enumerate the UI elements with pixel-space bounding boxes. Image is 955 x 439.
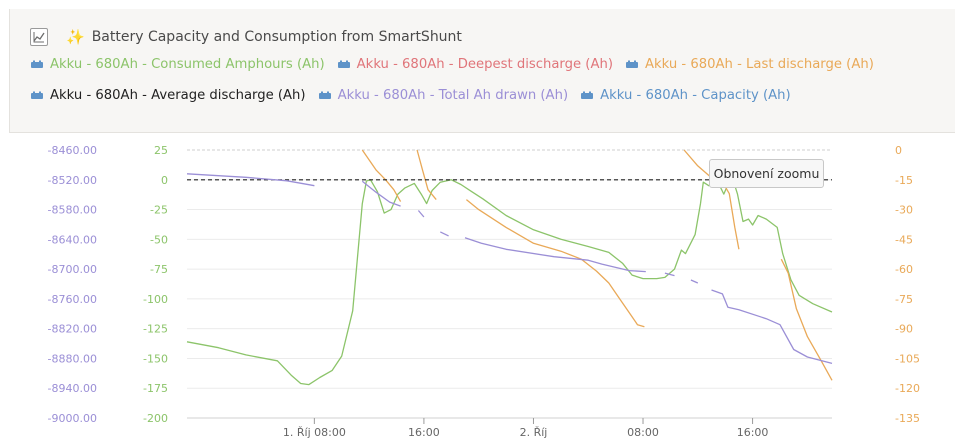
right-tick-label: -105: [895, 352, 920, 365]
x-tick-label: 16:00: [737, 426, 769, 439]
series-line-1: [361, 149, 402, 202]
chart-panel-header: ✨ Battery Capacity and Consumption from …: [9, 9, 955, 133]
right-tick-label: 0: [895, 144, 902, 157]
legend-label: Akku - 680Ah - Last discharge (Ah): [644, 56, 874, 72]
left-inner-tick-label: -125: [143, 323, 168, 336]
left-inner-tick-label: -175: [143, 382, 168, 395]
series-line-3: [464, 237, 646, 273]
left-outer-tick-label: -8580.00: [48, 204, 97, 217]
battery-icon: [625, 60, 638, 68]
left-outer-axis: -8460.00 -8520.00 -8580.00 -8640.00 -8700.00…: [48, 144, 97, 425]
legend-row-1: Akku - 680Ah - Consumed Amphours (Ah) Ak…: [30, 55, 886, 73]
chart-title-row: ✨ Battery Capacity and Consumption from …: [30, 26, 462, 48]
x-tick-label: 16:00: [408, 426, 440, 439]
series-line-1: [465, 199, 645, 328]
legend-label: Akku - 680Ah - Deepest discharge (Ah): [356, 56, 613, 72]
x-tick-label: 08:00: [627, 426, 659, 439]
left-outer-tick-label: -8880.00: [48, 352, 97, 365]
left-inner-tick-label: -25: [150, 204, 168, 217]
left-inner-tick-label: 0: [161, 174, 168, 187]
reset-zoom-button[interactable]: Obnovení zoomu: [709, 159, 824, 188]
series-line-3: [361, 180, 401, 207]
legend-item-total[interactable]: Akku - 680Ah - Total Ah drawn (Ah): [318, 87, 569, 103]
gridlines: [187, 149, 832, 419]
series-line-3: [417, 210, 425, 218]
series-line-3: [690, 279, 699, 284]
sparkles-icon: ✨: [66, 28, 85, 46]
right-tick-label: -45: [895, 233, 913, 246]
left-outer-tick-label: -8820.00: [48, 323, 97, 336]
left-outer-tick-label: -8640.00: [48, 233, 97, 246]
right-tick-label: -90: [895, 323, 913, 336]
left-inner-tick-label: 25: [154, 144, 168, 157]
legend-label: Akku - 680Ah - Average discharge (Ah): [50, 87, 306, 103]
legend-label: Akku - 680Ah - Consumed Amphours (Ah): [50, 56, 325, 72]
right-tick-label: -135: [895, 412, 920, 425]
series-line-3: [711, 289, 833, 365]
battery-icon: [31, 91, 43, 99]
right-tick-label: -30: [895, 204, 913, 217]
left-outer-tick-label: -8520.00: [48, 174, 97, 187]
series-line-3: [664, 272, 675, 277]
series-line-3: [186, 173, 315, 187]
series-group: [186, 149, 833, 386]
legend-item-capacity[interactable]: Akku - 680Ah - Capacity (Ah): [580, 88, 791, 103]
series-line-3: [440, 231, 449, 237]
battery-icon: [318, 91, 331, 99]
x-axis: 1. Říj 08:00 16:00 2. Říj 08:00 16:00: [283, 418, 769, 439]
left-outer-tick-label: -8760.00: [48, 293, 97, 306]
line-chart-icon[interactable]: [30, 28, 48, 46]
left-inner-axis: 25 0 -25 -50 -75 -100 -125 -150 -175 -200: [143, 144, 168, 425]
left-inner-tick-label: -200: [143, 412, 168, 425]
right-tick-label: -120: [895, 382, 920, 395]
left-inner-tick-label: -75: [150, 263, 168, 276]
legend-item-average[interactable]: Akku - 680Ah - Average discharge (Ah): [30, 88, 306, 103]
battery-icon: [31, 60, 43, 68]
x-tick-label: 1. Říj 08:00: [283, 426, 346, 439]
right-tick-label: -15: [895, 174, 913, 187]
x-tick-label: 2. Říj: [520, 426, 548, 439]
right-axis: 0 -15 -30 -45 -60 -75 -90 -105 -120 -135: [895, 144, 920, 425]
left-outer-tick-label: -8460.00: [48, 144, 97, 157]
right-tick-label: -60: [895, 263, 913, 276]
legend-label: Akku - 680Ah - Total Ah drawn (Ah): [337, 87, 569, 103]
battery-icon: [581, 91, 594, 99]
battery-icon: [337, 60, 350, 68]
legend-item-deepest[interactable]: Akku - 680Ah - Deepest discharge (Ah): [337, 57, 613, 72]
left-inner-tick-label: -100: [143, 293, 168, 306]
chart-title: Battery Capacity and Consumption from Sm…: [91, 29, 462, 45]
line-chart-glyph: [33, 32, 45, 43]
left-inner-tick-label: -50: [150, 233, 168, 246]
left-outer-tick-label: -8940.00: [48, 382, 97, 395]
legend-item-consumed[interactable]: Akku - 680Ah - Consumed Amphours (Ah): [30, 57, 325, 72]
legend-row-2: Akku - 680Ah - Average discharge (Ah) Ak…: [30, 86, 803, 104]
left-outer-tick-label: -9000.00: [48, 412, 97, 425]
left-inner-tick-label: -150: [143, 352, 168, 365]
series-line-1: [780, 258, 833, 381]
legend-label: Akku - 680Ah - Capacity (Ah): [600, 87, 791, 103]
right-tick-label: -75: [895, 293, 913, 306]
legend-item-last[interactable]: Akku - 680Ah - Last discharge (Ah): [625, 57, 874, 72]
left-outer-tick-label: -8700.00: [48, 263, 97, 276]
series-line-0: [186, 179, 833, 386]
